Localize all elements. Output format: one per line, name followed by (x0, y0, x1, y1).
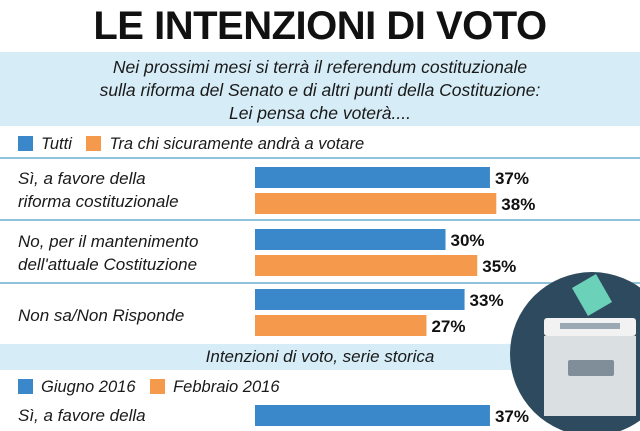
bar-tutti-0 (255, 167, 490, 188)
category-label-no: No, per il mantenimento dell'attuale Cos… (18, 230, 253, 276)
question-line-2: sulla riforma del Senato e di altri punt… (99, 80, 541, 100)
bar-votanti-1 (255, 255, 478, 276)
bar-tutti-1 (255, 229, 446, 250)
separator (0, 157, 640, 159)
data-label-votanti-0: 38% (501, 195, 535, 214)
legend-label-giugno: Giugno 2016 (41, 378, 136, 396)
legend-swatch-blue (18, 136, 33, 151)
question-line-3: Lei pensa che voterà.... (229, 103, 411, 123)
legend-historical: Giugno 2016 Febbraio 2016 (18, 376, 290, 398)
bar-tutti-2 (255, 289, 465, 310)
data-label-tutti-1: 30% (451, 231, 485, 250)
legend-label-votanti: Tra chi sicuramente andrà a votare (109, 135, 365, 153)
category-label-no-line1: No, per il mantenimento (18, 232, 199, 251)
separator (0, 219, 640, 221)
data-label-votanti-2: 27% (431, 317, 465, 336)
category-label-no-line2: dell'attuale Costituzione (18, 255, 198, 274)
legend-swatch-orange (86, 136, 102, 151)
chart-title: LE INTENZIONI DI VOTO (93, 4, 547, 48)
bar-votanti-0 (255, 193, 497, 214)
legend-main: Tutti Tra chi sicuramente andrà a votare (18, 133, 374, 155)
legend-label-tutti: Tutti (41, 135, 72, 153)
category-label-si-line2: riforma costituzionale (18, 192, 179, 211)
category-label-si-line1: Sì, a favore della (18, 169, 146, 188)
historical-row-label: Sì, a favore della (18, 406, 146, 425)
category-label-nonsa: Non sa/Non Risponde (18, 304, 253, 327)
legend-item-giugno: Giugno 2016 (18, 376, 136, 398)
ballot-box-icon (510, 272, 640, 431)
legend-swatch-blue (18, 379, 33, 394)
bar-historical-giugno-0 (255, 405, 490, 426)
legend-item-votanti: Tra chi sicuramente andrà a votare (86, 133, 364, 155)
bar-votanti-2 (255, 315, 427, 336)
category-label-si: Sì, a favore della riforma costituzional… (18, 167, 253, 213)
question-line-1: Nei prossimi mesi si terrà il referendum… (112, 57, 528, 77)
data-label-tutti-0: 37% (495, 169, 529, 188)
legend-item-tutti: Tutti (18, 133, 72, 155)
legend-label-febbraio: Febbraio 2016 (173, 378, 280, 396)
separator (0, 282, 640, 284)
question-box: Nei prossimi mesi si terrà il referendum… (0, 52, 640, 126)
category-label-nonsa-line1: Non sa/Non Risponde (18, 306, 185, 325)
legend-swatch-orange (150, 379, 166, 394)
legend-item-febbraio: Febbraio 2016 (150, 376, 280, 398)
data-label-tutti-2: 33% (470, 291, 504, 310)
